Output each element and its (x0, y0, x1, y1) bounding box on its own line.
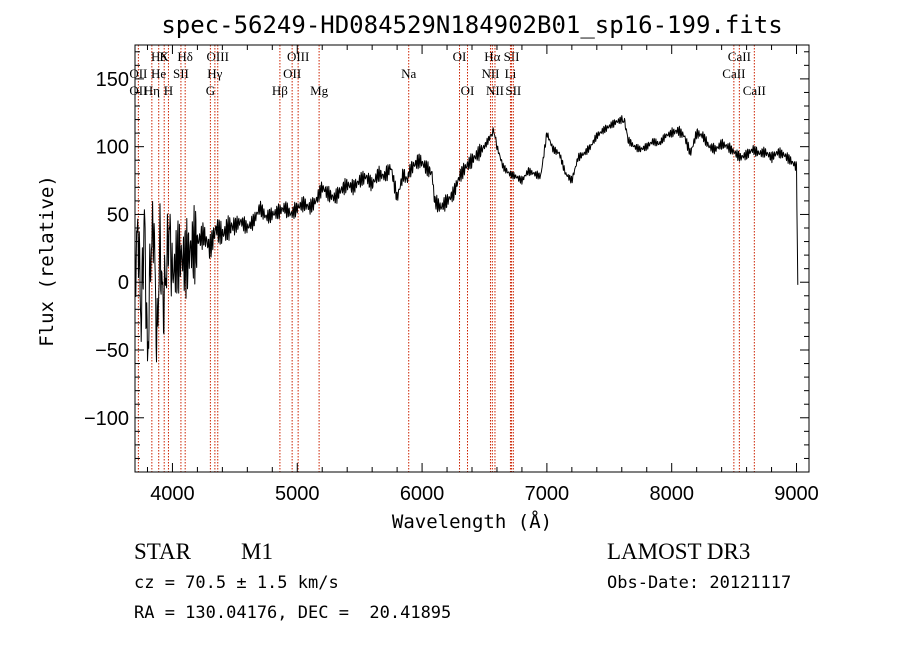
spectral-line-label: K (160, 49, 170, 64)
chart-title: spec-56249-HD084529N184902B01_sp16-199.f… (161, 11, 782, 39)
x-tick-label: 7000 (525, 483, 570, 505)
observation-date: Obs-Date: 20121117 (607, 573, 792, 593)
y-tick-label: −50 (95, 340, 129, 362)
spectral-line-label: SII (173, 66, 189, 81)
spectral-line-label: He (151, 66, 166, 81)
spectral-line-label: Li (505, 66, 517, 81)
spectral-line-label: OII (129, 66, 147, 81)
spectral-line-label: OIII (287, 49, 309, 64)
spectral-line-label: OI (461, 83, 475, 98)
x-tick-label: 8000 (649, 483, 694, 505)
x-tick-label: 9000 (774, 483, 819, 505)
spectral-line-label: Hβ (272, 83, 288, 98)
spectral-line-label: CaII (728, 49, 751, 64)
spectral-line-label: CaII (722, 66, 745, 81)
spectral-line-label: Hη (144, 83, 160, 98)
survey-name: LAMOST DR3 (607, 539, 751, 564)
spectral-line-label: H (164, 83, 173, 98)
spectral-line-label: OIII (207, 49, 229, 64)
spectral-line-label: Hα (484, 49, 500, 64)
axis-ticks: 4000 5000 6000 7000 8000 9000 −100 −50 0 50 100 150 (84, 45, 819, 505)
spectral-line-label: OII (129, 83, 147, 98)
spectral-line-label: SII (504, 49, 520, 64)
spectral-line-label: NII (486, 83, 504, 98)
spectrum-series-line (134, 115, 799, 363)
spectral-line-label: OII (283, 66, 301, 81)
redshift-readout: cz = 70.5 ± 1.5 km/s (134, 573, 339, 593)
x-tick-label: 5000 (275, 483, 320, 505)
y-tick-label: 100 (96, 137, 129, 159)
spectral-line-label: NII (481, 66, 499, 81)
x-tick-label: 4000 (150, 483, 195, 505)
y-tick-label: 50 (107, 204, 129, 226)
coordinates-readout: RA = 130.04176, DEC = 20.41895 (134, 603, 452, 623)
spectral-line-label: Hγ (207, 66, 222, 81)
spectral-line-label: SII (505, 83, 521, 98)
y-axis-label: Flux (relative) (36, 175, 58, 347)
spectral-line-label: OI (453, 49, 467, 64)
series-layer (134, 115, 799, 363)
x-tick-label: 6000 (400, 483, 445, 505)
spectral-line-label: Hδ (151, 49, 167, 64)
spectral-line-label: CaII (743, 83, 766, 98)
x-axis-label: Wavelength (Å) (392, 510, 552, 533)
spectral-line-label: G (206, 83, 215, 98)
y-tick-label: 0 (118, 272, 129, 294)
spectral-line-label: Mg (310, 83, 329, 98)
spectral-line-label: Hδ (177, 49, 193, 64)
spectral-line-label: Na (401, 66, 416, 81)
y-tick-label: 150 (96, 69, 129, 91)
spectrum-plot: spec-56249-HD084529N184902B01_sp16-199.f… (36, 11, 819, 533)
object-subclass: M1 (241, 539, 273, 564)
plot-frame (134, 44, 810, 473)
y-tick-label: −100 (84, 408, 129, 430)
object-class: STAR (134, 539, 191, 564)
